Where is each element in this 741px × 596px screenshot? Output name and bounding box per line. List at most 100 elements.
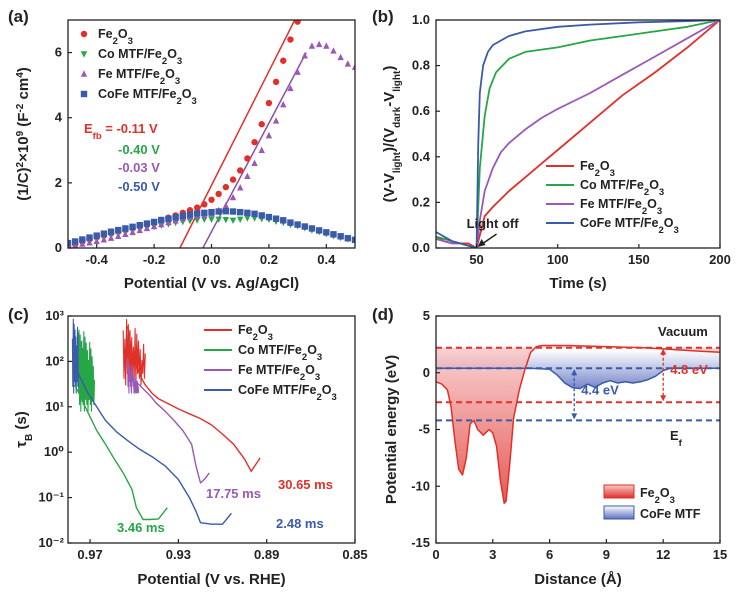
data-point-fe-mtf-fe2o3 xyxy=(237,184,244,191)
legend-label-co-mtf-fe2o3-part: O xyxy=(307,343,317,357)
y-axis-label-part: (s) xyxy=(13,411,30,434)
y-axis-label-part: 2 xyxy=(15,161,26,167)
flatband-annotation-fe2o3: Efb = -0.11 V xyxy=(84,121,158,142)
y-tick-label: 0 xyxy=(55,240,62,255)
panel-c-label: (c) xyxy=(8,305,29,324)
legend-label-fe-mtf-fe2o3-sub: 2 xyxy=(642,206,647,217)
legend-label-fe-mtf-fe2o3-part: Fe MTF/Fe xyxy=(580,197,642,211)
y-axis-label-part: -2 xyxy=(15,103,26,112)
legend-marker-fe-mtf-fe2o3 xyxy=(80,70,88,77)
arrowhead xyxy=(571,369,578,376)
data-point-fe-mtf-fe2o3 xyxy=(222,201,230,209)
area-fe2o3 xyxy=(436,345,720,504)
legend-label-fe2o3-sub: 2 xyxy=(253,332,258,343)
y-axis-label-part: (V-V xyxy=(381,173,398,202)
data-point-fe2o3 xyxy=(201,201,208,208)
legend-label-cofe-mtf-fe2o3-part: O xyxy=(182,87,192,101)
legend-label-fe2o3-sub: 3 xyxy=(670,495,675,506)
series-line-cofe-mtf-fe2o3 xyxy=(436,20,720,248)
legend-label-fe2o3-part: Fe xyxy=(640,486,655,500)
y-axis-label-part: -V xyxy=(381,92,398,107)
series-line-cofe-mtf-fe2o3 xyxy=(73,365,232,525)
x-tick-label: 0.0 xyxy=(202,252,220,267)
y-tick-label: 2 xyxy=(55,175,62,190)
plot-area-a xyxy=(68,20,355,248)
data-point-cofe-mtf-fe2o3 xyxy=(287,219,294,226)
x-axis-label: Time (s) xyxy=(549,275,606,292)
y-axis-label-part: dark xyxy=(392,106,403,128)
data-point-cofe-mtf-fe2o3 xyxy=(344,235,352,242)
data-point-fe-mtf-fe2o3 xyxy=(129,228,136,236)
y-tick-label: -15 xyxy=(411,535,430,550)
legend-label-fe-mtf-fe2o3-part: O xyxy=(647,197,657,211)
legend-marker-cofe-mtf-fe2o3 xyxy=(80,90,88,98)
light-off-arrowhead xyxy=(477,239,486,247)
data-point-co-mtf-fe2o3 xyxy=(201,216,208,224)
data-point-cofe-mtf-fe2o3 xyxy=(107,228,115,235)
arrowhead xyxy=(660,395,667,402)
legend-label-fe2o3-part: O xyxy=(258,323,268,337)
data-point-fe-mtf-fe2o3 xyxy=(258,146,265,153)
data-point-cofe-mtf-fe2o3 xyxy=(315,227,323,234)
vacuum-label: Vacuum xyxy=(658,324,708,339)
legend-label-fe2o3-sub: 3 xyxy=(610,168,615,179)
legend-label-fe-mtf-fe2o3-sub: 2 xyxy=(300,372,305,383)
panel-b-transient-decay: 50 100 150 200 0.0 0.2 0.4 0.6 0.8 1.0 Time (s) (V-… xyxy=(381,12,731,292)
data-point-fe2o3 xyxy=(208,196,215,203)
y-tick-label: 10⁻¹ xyxy=(38,490,64,505)
legend-label-cofe-mtf-fe2o3-sub: 2 xyxy=(658,225,663,236)
data-point-cofe-mtf-fe2o3 xyxy=(330,231,337,238)
x-tick-label: 12 xyxy=(656,547,670,562)
data-point-co-mtf-fe2o3 xyxy=(193,217,201,224)
data-point-fe-mtf-fe2o3 xyxy=(351,63,355,70)
y-tick-label: -5 xyxy=(418,422,430,437)
y-axis-label-part: τ xyxy=(13,441,30,448)
data-point-fe-mtf-fe2o3 xyxy=(143,224,151,232)
legend-label-fe2o3-part: Fe xyxy=(580,159,595,173)
x-tick-label: -0.4 xyxy=(85,252,108,267)
y-axis-label-part: light xyxy=(392,151,403,173)
data-point-cofe-mtf-fe2o3 xyxy=(193,210,201,217)
data-point-cofe-mtf-fe2o3 xyxy=(86,234,93,241)
y-tick-label: 0.4 xyxy=(412,149,431,164)
arrowhead xyxy=(660,348,667,355)
y-axis-label-part: )/(V xyxy=(381,128,398,152)
work-function-label-fe2o3: 4.8 eV xyxy=(670,362,708,377)
y-axis-label: (V-Vlight)/(Vdark-Vlight) xyxy=(381,66,403,203)
y-tick-label: 10⁰ xyxy=(44,444,64,459)
data-point-cofe-mtf-fe2o3 xyxy=(308,225,316,232)
data-point-cofe-mtf-fe2o3 xyxy=(150,218,158,226)
legend-label-cofe-mtf-fe2o3-part: O xyxy=(664,216,674,230)
panel-d-energy-profile: 0 3 6 9 12 15 -15 -10 -5 0 5 Distance (Å) Potential … xyxy=(383,308,727,588)
legend-label-cofe-mtf-fe2o3: CoFe MTF/Fe2O3 xyxy=(238,383,337,403)
data-point-fe2o3 xyxy=(287,36,294,43)
data-point-cofe-mtf-fe2o3 xyxy=(337,233,344,240)
legend-label-fe-mtf-fe2o3-sub: 3 xyxy=(657,206,662,217)
data-point-fe-mtf-fe2o3 xyxy=(79,240,86,247)
data-point-cofe-mtf-fe2o3 xyxy=(93,232,100,239)
data-point-cofe-mtf-fe2o3 xyxy=(208,208,215,216)
y-axis-label-part: ×10 xyxy=(15,136,32,161)
legend-label-fe2o3: Fe2O3 xyxy=(640,486,675,506)
data-point-fe-mtf-fe2o3 xyxy=(337,53,344,61)
x-tick-label: 50 xyxy=(469,252,483,267)
y-axis-label-part: (F xyxy=(15,113,32,131)
legend-label-co-mtf-fe2o3-part: Co MTF/Fe xyxy=(98,47,162,61)
data-point-cofe-mtf-fe2o3 xyxy=(122,225,129,232)
series-line-cofe-mtf xyxy=(436,367,720,390)
y-axis-label: τB (s) xyxy=(13,411,35,447)
data-point-fe2o3 xyxy=(215,190,222,198)
legend-label-cofe-mtf-fe2o3-part: CoFe MTF/Fe xyxy=(580,216,659,230)
panel-a-label: (a) xyxy=(8,7,29,26)
y-tick-label: 0.2 xyxy=(412,194,430,209)
y-tick-label: 10² xyxy=(45,353,64,368)
data-point-fe-mtf-fe2o3 xyxy=(136,226,143,234)
noise-spikes xyxy=(122,319,146,386)
data-point-fe-mtf-fe2o3 xyxy=(272,117,280,124)
data-point-co-mtf-fe2o3 xyxy=(208,216,215,224)
data-point-fe-mtf-fe2o3 xyxy=(287,84,294,92)
legend-label-fe-mtf-fe2o3: Fe MTF/Fe2O3 xyxy=(238,363,320,383)
y-axis-label-part: light xyxy=(392,70,403,92)
data-point-fe2o3 xyxy=(258,121,265,128)
